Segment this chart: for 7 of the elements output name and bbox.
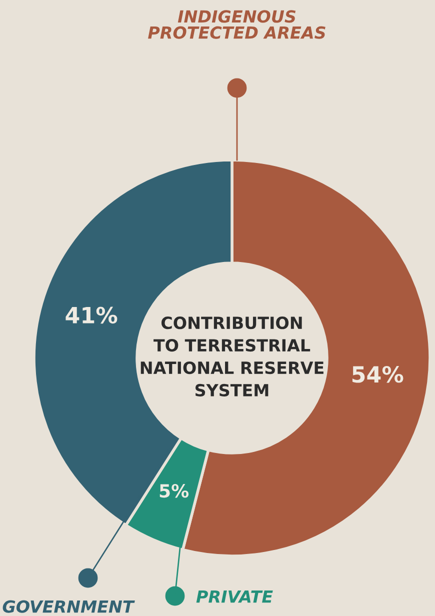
- text: CONTRIBUTION TO TERRESTRIAL NATIONAL RESERVE SYSTEM: [140, 316, 324, 397]
- legend-label: PRIVATE: [196, 590, 273, 603]
- slice-label: GOVERNMENT: [2, 600, 135, 613]
- data-label: 5%: [160, 484, 189, 498]
- slice-label: INDIGENOUS PROTECTED AREAS: [148, 10, 326, 39]
- data-label: 41%: [66, 306, 118, 324]
- data-label: 54%: [352, 366, 404, 383]
